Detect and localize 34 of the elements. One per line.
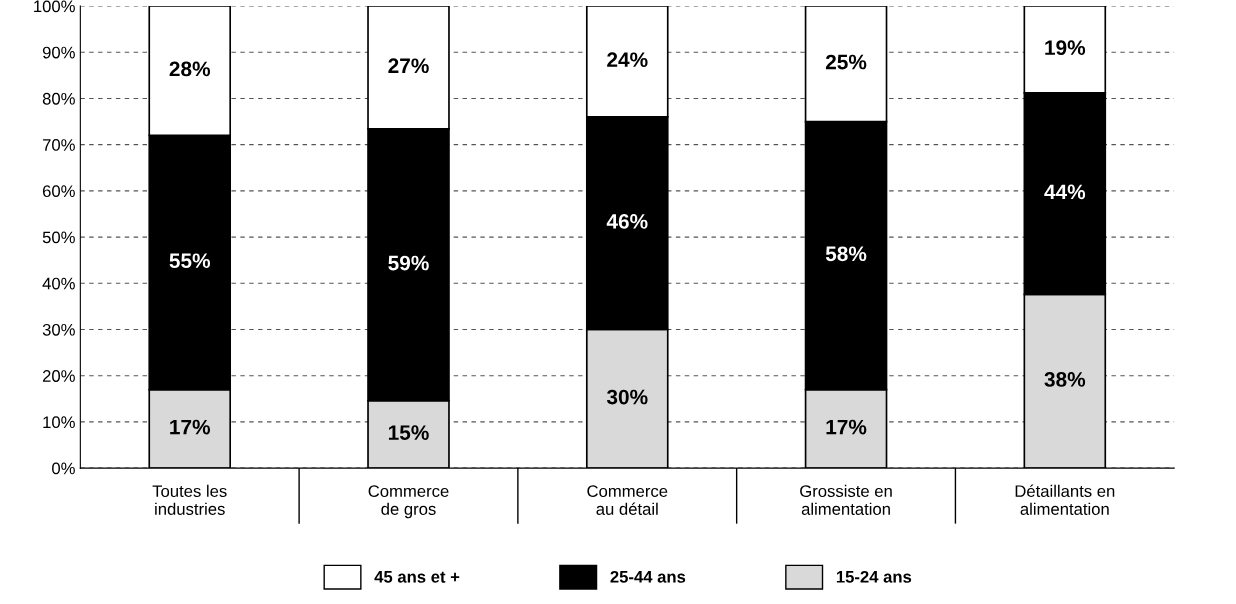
y-tick-label: 70% bbox=[42, 139, 75, 151]
legend-label: 45 ans et + bbox=[374, 571, 460, 583]
x-tick-label: Détaillants en alimentation bbox=[1015, 484, 1115, 515]
data-label: 44% bbox=[1044, 184, 1086, 200]
data-label: 59% bbox=[388, 255, 429, 271]
data-label: 15% bbox=[388, 425, 429, 440]
x-tick-label: Grossiste en alimentation bbox=[800, 484, 892, 515]
data-label: 24% bbox=[607, 52, 648, 68]
y-tick-label: 20% bbox=[42, 370, 75, 382]
y-tick-label: 0% bbox=[52, 462, 75, 475]
y-tick-label: 50% bbox=[42, 231, 75, 244]
y-tick-label: 10% bbox=[43, 416, 75, 429]
y-tick-label: 60% bbox=[42, 185, 75, 198]
y-tick-label: 80% bbox=[42, 92, 75, 105]
data-label: 46% bbox=[606, 214, 648, 229]
data-label: 30% bbox=[606, 389, 648, 405]
data-label: 28% bbox=[169, 61, 211, 77]
legend-label: 15-24 ans bbox=[836, 570, 912, 583]
data-label: 58% bbox=[825, 246, 867, 262]
x-tick-label: Commerce de gros bbox=[368, 485, 449, 519]
y-tick-label: 30% bbox=[42, 323, 75, 336]
data-label: 38% bbox=[1044, 372, 1086, 387]
y-tick-label: 40% bbox=[42, 277, 75, 290]
data-label: 17% bbox=[826, 419, 867, 435]
x-tick-label: Commerce au détail bbox=[587, 485, 668, 515]
data-label: 25% bbox=[825, 54, 867, 70]
data-label: 19% bbox=[1045, 40, 1086, 56]
y-tick-label: 100% bbox=[34, 0, 75, 13]
legend-label: 25-44 ans bbox=[610, 570, 686, 583]
x-tick-label: Toutes les industries bbox=[152, 484, 227, 515]
data-label: 55% bbox=[169, 253, 211, 269]
y-tick-label: 90% bbox=[42, 46, 75, 59]
data-label: 17% bbox=[170, 419, 211, 435]
data-label: 27% bbox=[388, 58, 429, 74]
